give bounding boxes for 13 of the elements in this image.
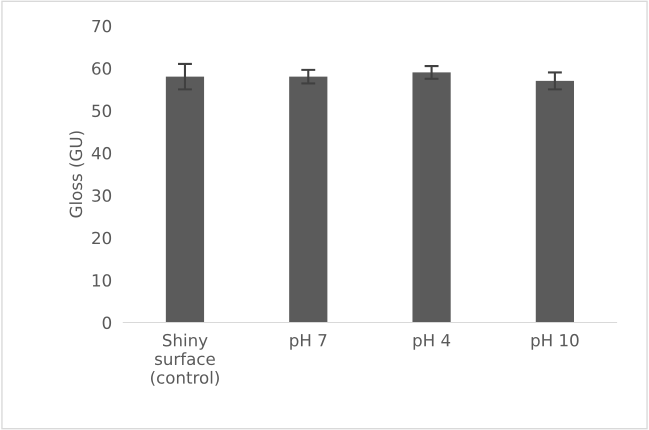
y-tick-label: 10 <box>92 274 112 287</box>
y-tick-label: 30 <box>92 189 112 202</box>
y-tick-label: 40 <box>92 146 112 160</box>
x-tick-label: Shiny surface (control) <box>151 334 219 386</box>
y-tick-label: 60 <box>92 62 112 75</box>
x-tick-label: pH 4 <box>414 334 450 350</box>
y-tick-label: 0 <box>102 316 112 330</box>
y-tick-label: 20 <box>92 232 112 244</box>
y-tick-label: 50 <box>92 104 112 118</box>
x-tick-label: pH 7 <box>290 334 326 350</box>
y-tick-label: 70 <box>92 20 112 32</box>
x-tick-label: pH 10 <box>532 334 579 350</box>
y-axis-title: Gloss (GU) <box>69 131 84 218</box>
